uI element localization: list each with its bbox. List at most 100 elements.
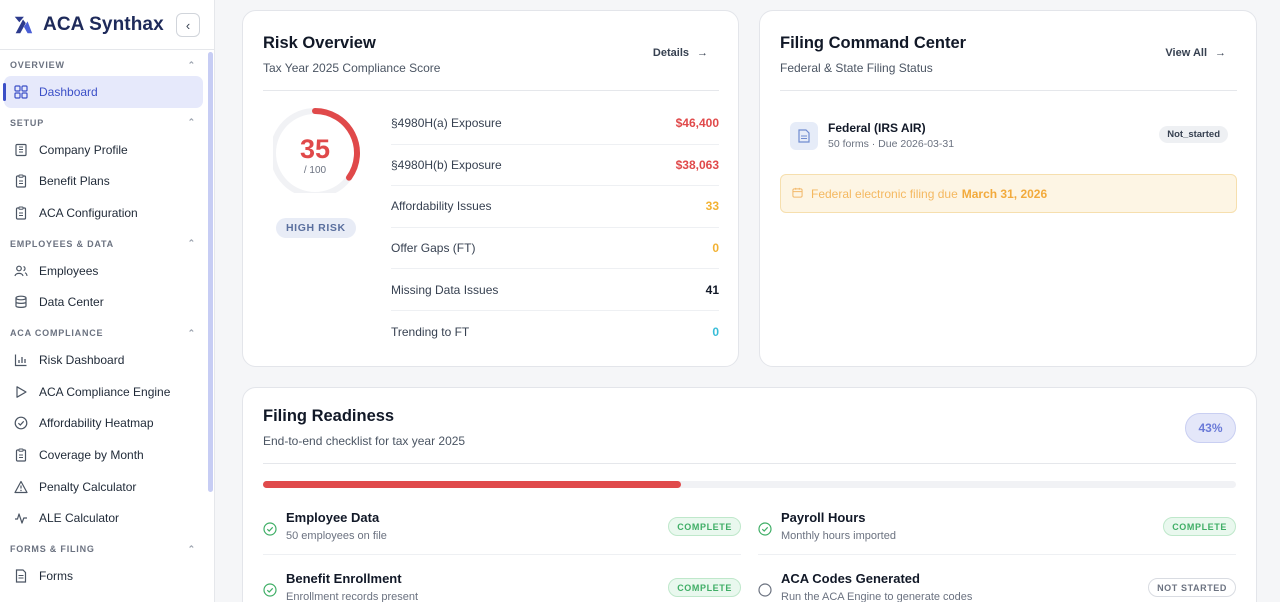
checklist-item-subtitle: Run the ACA Engine to generate codes: [781, 591, 973, 602]
risk-divider: [263, 90, 719, 91]
sidebar-section-header[interactable]: ACA COMPLIANCE ⌃: [0, 322, 214, 344]
metric-label: Missing Data Issues: [391, 282, 499, 297]
checklist-item-subtitle: 50 employees on file: [286, 530, 387, 542]
aca-logo-icon: [14, 16, 33, 33]
sidebar-section-header[interactable]: FORMS & FILING ⌃: [0, 538, 214, 560]
filing-divider: [780, 90, 1237, 91]
metric-value: 0: [712, 324, 719, 339]
sidebar-item-coverage-by-month[interactable]: Coverage by Month: [4, 439, 203, 471]
risk-overview-card: Risk Overview Tax Year 2025 Compliance S…: [242, 10, 739, 367]
checklist-item[interactable]: Payroll Hours Monthly hours imported COMPL…: [758, 510, 1236, 568]
metric-label: Affordability Issues: [391, 199, 492, 214]
sidebar-item-benefit-plans[interactable]: Benefit Plans: [4, 165, 203, 197]
checklist-status-badge: COMPLETE: [1163, 517, 1236, 536]
metric-value: 33: [705, 199, 719, 214]
bar-chart-icon: [13, 352, 29, 368]
grid-icon: [13, 84, 29, 100]
chevron-up-icon: ⌃: [187, 543, 196, 554]
readiness-percent-badge: 43%: [1185, 413, 1236, 443]
sidebar-section-header[interactable]: EMPLOYEES & DATA ⌃: [0, 233, 214, 255]
sidebar-item-aca-configuration[interactable]: ACA Configuration: [4, 197, 203, 229]
checklist-item-subtitle: Monthly hours imported: [781, 530, 896, 542]
sidebar-item-label: ALE Calculator: [39, 511, 120, 526]
sidebar-item-label: Coverage by Month: [39, 448, 144, 463]
checklist-item-title: Benefit Enrollment: [286, 571, 402, 586]
sidebar-item-label: Benefit Plans: [39, 174, 110, 189]
sidebar-item-label: ACA Configuration: [39, 205, 138, 220]
metric-value: 0: [712, 241, 719, 256]
sidebar-item-penalty-calculator[interactable]: Penalty Calculator: [4, 471, 203, 503]
sidebar-section-header[interactable]: OVERVIEW ⌃: [0, 54, 214, 76]
clipboard-icon: [13, 173, 29, 189]
checklist-item-subtitle: Enrollment records present: [286, 591, 419, 602]
filing-readiness-card: Filing Readiness End-to-end checklist fo…: [242, 387, 1257, 602]
sidebar-item-aca-compliance-engine[interactable]: ACA Compliance Engine: [4, 376, 203, 408]
section-title: EMPLOYEES & DATA: [10, 238, 114, 249]
metric-label: §4980H(a) Exposure: [391, 116, 502, 131]
readiness-divider: [263, 463, 1236, 464]
risk-score-gauge: [273, 108, 360, 193]
metric-label: Offer Gaps (FT): [391, 241, 476, 256]
clipboard-icon: [13, 447, 29, 463]
sidebar-item-label: Dashboard: [39, 84, 98, 99]
sidebar-item-forms[interactable]: Forms: [4, 560, 203, 592]
risk-score-max: / 100: [303, 165, 327, 176]
federal-filing-row[interactable]: Federal (IRS AIR) 50 forms · Due 2026-03…: [790, 119, 1228, 164]
risk-score-value: 35: [299, 134, 331, 164]
building-icon: [13, 142, 29, 158]
sidebar-item-label: Forms: [39, 569, 73, 584]
readiness-progress-fill: [263, 481, 682, 488]
sidebar-item-affordability-heatmap[interactable]: Affordability Heatmap: [4, 408, 203, 440]
metric-label: §4980H(b) Exposure: [391, 157, 502, 172]
checklist-item-title: ACA Codes Generated: [781, 571, 920, 586]
filing-due-date: March 31, 2026: [961, 186, 1048, 201]
sidebar-section-header[interactable]: SETUP ⌃: [0, 112, 214, 134]
arrow-right-icon: →: [1215, 47, 1226, 59]
activity-icon: [13, 510, 29, 526]
risk-score-arc: [312, 108, 360, 181]
users-icon: [13, 263, 29, 279]
view-all-link[interactable]: View All →: [1165, 47, 1226, 59]
chevron-up-icon: ⌃: [187, 117, 196, 128]
section-title: FORMS & FILING: [10, 544, 95, 555]
sidebar-item-dashboard[interactable]: Dashboard: [3, 76, 203, 108]
document-icon: [790, 122, 818, 150]
sidebar-item-label: Data Center: [39, 295, 104, 310]
checklist-item[interactable]: ACA Codes Generated Run the ACA Engine to…: [758, 571, 1236, 602]
sidebar-item-employees[interactable]: Employees: [4, 255, 203, 287]
checklist-status-badge: NOT STARTED: [1148, 578, 1236, 597]
brand-header: ACA Synthax ‹: [0, 0, 214, 50]
filing-command-center-card: Filing Command Center Federal & State Fi…: [759, 10, 1257, 367]
check-circle-icon: [263, 522, 277, 536]
sidebar-scrollbar[interactable]: [208, 52, 213, 492]
checklist-divider: [263, 554, 741, 555]
sidebar-nav: OVERVIEW ⌃ Dashboard SETUP ⌃ Company Profile B…: [0, 54, 214, 592]
filing-due-text: Federal electronic filing due: [811, 186, 958, 201]
sidebar: ACA Synthax ‹ OVERVIEW ⌃ Dashboard SETUP ⌃ Co…: [0, 0, 215, 602]
checklist-divider: [758, 554, 1236, 555]
sidebar-item-company-profile[interactable]: Company Profile: [4, 134, 203, 166]
filing-due-alert: Federal electronic filing due March 31, …: [780, 174, 1237, 213]
metric-label: Trending to FT: [391, 324, 470, 339]
database-icon: [13, 294, 29, 310]
chevron-up-icon: ⌃: [187, 327, 196, 338]
checklist-item[interactable]: Employee Data 50 employees on file COMPLET…: [263, 510, 741, 568]
readiness-subtitle: End-to-end checklist for tax year 2025: [263, 434, 466, 448]
sidebar-item-label: Penalty Calculator: [39, 479, 137, 494]
checklist-item[interactable]: Benefit Enrollment Enrollment records pre…: [263, 571, 741, 602]
sidebar-item-data-center[interactable]: Data Center: [4, 286, 203, 318]
checklist-status-badge: COMPLETE: [668, 578, 741, 597]
section-title: ACA COMPLIANCE: [10, 328, 104, 339]
sidebar-item-ale-calculator[interactable]: ALE Calculator: [4, 503, 203, 535]
view-all-label: View All: [1165, 47, 1207, 59]
sidebar-item-label: Employees: [39, 263, 99, 278]
sidebar-item-risk-dashboard[interactable]: Risk Dashboard: [4, 344, 203, 376]
collapse-sidebar-button[interactable]: ‹: [176, 13, 200, 37]
details-link[interactable]: Details →: [653, 47, 708, 59]
metric-row: Missing Data Issues 41: [391, 269, 719, 311]
arrow-right-icon: →: [697, 47, 708, 59]
metric-row: Affordability Issues 33: [391, 186, 719, 228]
sidebar-item-label: Affordability Heatmap: [39, 416, 154, 431]
warning-icon: [13, 479, 29, 495]
play-icon: [13, 384, 29, 400]
